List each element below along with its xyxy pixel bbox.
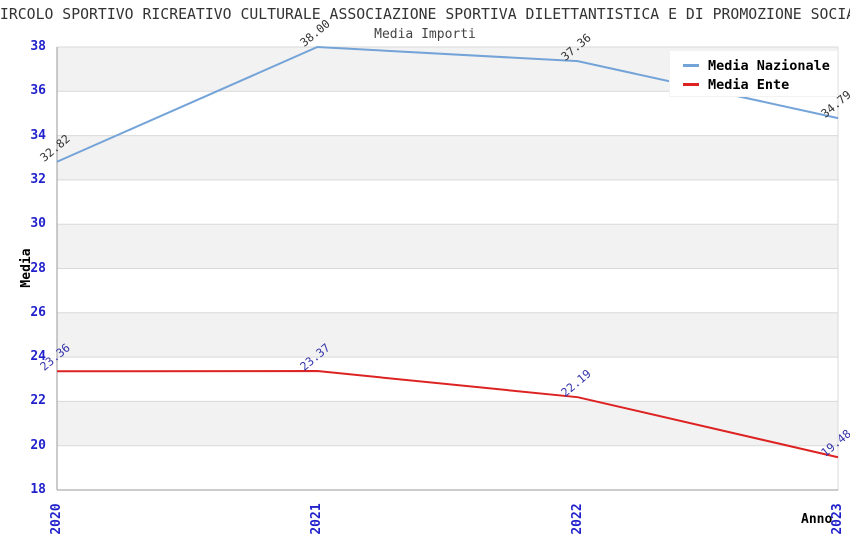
legend-item-media-nazionale: Media Nazionale (683, 56, 837, 75)
legend: Media Nazionale Media Ente (669, 50, 838, 97)
plot-band (57, 401, 838, 446)
legend-item-media-ente: Media Ente (683, 75, 837, 94)
plot-band (57, 135, 838, 180)
legend-label-media-nazionale: Media Nazionale (708, 57, 830, 74)
plot-band (57, 224, 838, 269)
legend-marker-media-nazionale-icon (683, 64, 699, 67)
legend-marker-media-ente-icon (683, 83, 699, 86)
series-line-media-ente (56, 370, 839, 459)
chart-subtitle: Media Importi (374, 27, 476, 42)
y-axis-title: Media (19, 248, 34, 288)
plot-band (57, 312, 838, 358)
chart-title: CIRCOLO SPORTIVO RICREATIVO CULTURALE AS… (0, 6, 850, 23)
x-axis-title: Anno (801, 512, 833, 527)
legend-label-media-ente: Media Ente (708, 76, 790, 93)
